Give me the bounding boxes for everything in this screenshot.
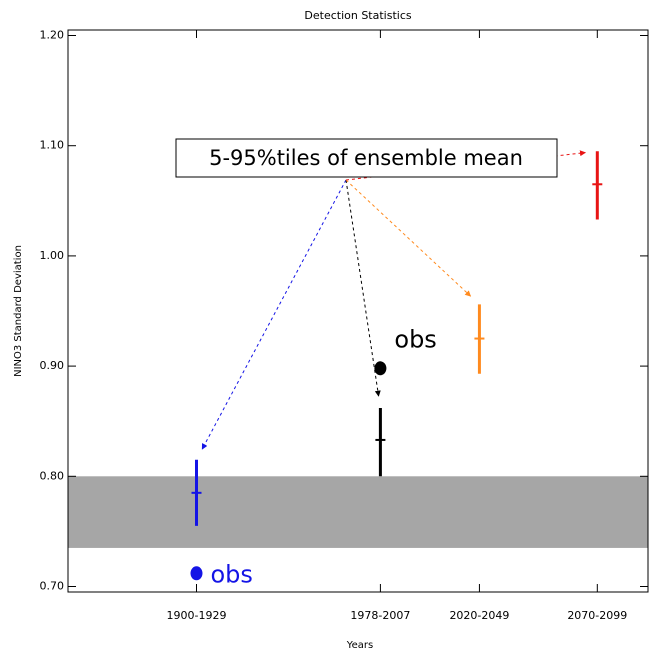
y-tick-label: 1.20 bbox=[40, 29, 65, 42]
obs-point bbox=[190, 566, 203, 581]
x-tick-label: 1978-2007 bbox=[350, 609, 410, 622]
y-tick-label: 1.00 bbox=[40, 249, 65, 262]
annotation-arrow bbox=[201, 179, 347, 450]
annotation-arrow bbox=[345, 179, 381, 397]
x-tick-label: 2020-2049 bbox=[449, 609, 509, 622]
x-axis-label: Years bbox=[346, 640, 373, 651]
plot-frame bbox=[67, 29, 649, 593]
annotation-arrow bbox=[345, 179, 472, 297]
annotation-box bbox=[175, 138, 558, 178]
y-tick-label: 0.90 bbox=[40, 359, 65, 372]
y-tick-label: 0.70 bbox=[40, 579, 65, 592]
obs-point bbox=[374, 361, 387, 376]
x-tick-label: 2070-2099 bbox=[567, 609, 627, 622]
obs-label: obs bbox=[210, 560, 252, 588]
obs-label: obs bbox=[394, 325, 436, 353]
x-tick-label: 1900-1929 bbox=[167, 609, 227, 622]
y-axis-label: NINO3 Standard Deviation bbox=[13, 245, 24, 377]
annotation-text: 5-95%tiles of ensemble mean bbox=[209, 146, 523, 170]
reference-band bbox=[68, 476, 648, 548]
y-tick-label: 1.10 bbox=[40, 139, 65, 152]
chart-title: Detection Statistics bbox=[304, 9, 411, 22]
y-tick-label: 0.80 bbox=[40, 469, 65, 482]
